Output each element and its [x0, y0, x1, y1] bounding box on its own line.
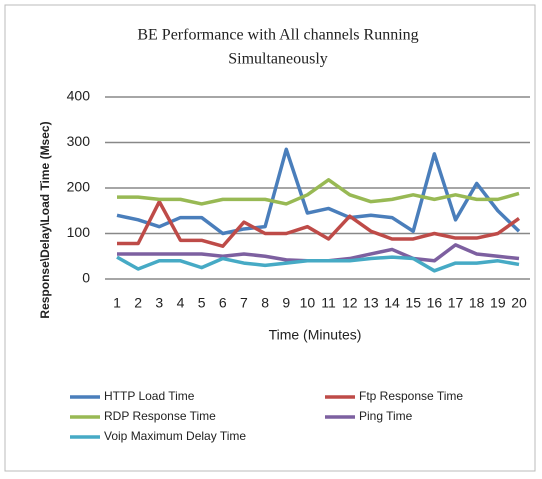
x-tick-label: 7: [240, 295, 248, 311]
x-tick-label: 18: [469, 295, 485, 311]
x-tick-label: 9: [282, 295, 290, 311]
chart-title: BE Performance with All channels Running: [137, 27, 418, 44]
x-tick-label: 3: [155, 295, 163, 311]
x-tick-label: 15: [405, 295, 421, 311]
y-tick-label: 100: [67, 224, 91, 240]
x-tick-label: 16: [427, 295, 443, 311]
chart-border: [4, 4, 536, 472]
legend-label: Ping Time: [359, 409, 413, 423]
series-line: [117, 178, 520, 206]
x-tick-label: 19: [490, 295, 506, 311]
x-tick-label: 8: [261, 295, 269, 311]
y-tick-label: 200: [67, 179, 91, 195]
x-tick-label: 4: [177, 295, 185, 311]
y-tick-label: 300: [67, 133, 91, 149]
x-tick-label: 6: [219, 295, 227, 311]
x-tick-label: 14: [384, 295, 400, 311]
y-tick-label: 0: [82, 270, 90, 286]
series-line: [116, 255, 520, 273]
y-tick-label: 400: [67, 88, 91, 104]
x-tick-label: 12: [342, 295, 358, 311]
legend-label: RDP Response Time: [104, 409, 216, 423]
chart-title: Simultaneously: [228, 51, 328, 68]
x-tick-label: 5: [198, 295, 206, 311]
x-axis-label: Time (Minutes): [269, 327, 362, 343]
x-tick-label: 2: [134, 295, 142, 311]
series-line: [117, 199, 521, 248]
series-line: [116, 147, 521, 236]
x-tick-label: 11: [321, 295, 336, 311]
x-tick-label: 1: [113, 295, 121, 311]
x-tick-label: 13: [363, 295, 379, 311]
x-tick-label: 20: [511, 295, 527, 311]
legend-label: HTTP Load Time: [104, 389, 195, 403]
legend-label: Ftp Response Time: [359, 389, 463, 403]
x-tick-label: 10: [300, 295, 316, 311]
y-axis-label: Response\Delay\Load Time (Msec): [38, 121, 52, 318]
series-line: [117, 243, 520, 263]
legend-label: Voip Maximum Delay Time: [104, 429, 246, 443]
x-tick-label: 17: [448, 295, 464, 311]
